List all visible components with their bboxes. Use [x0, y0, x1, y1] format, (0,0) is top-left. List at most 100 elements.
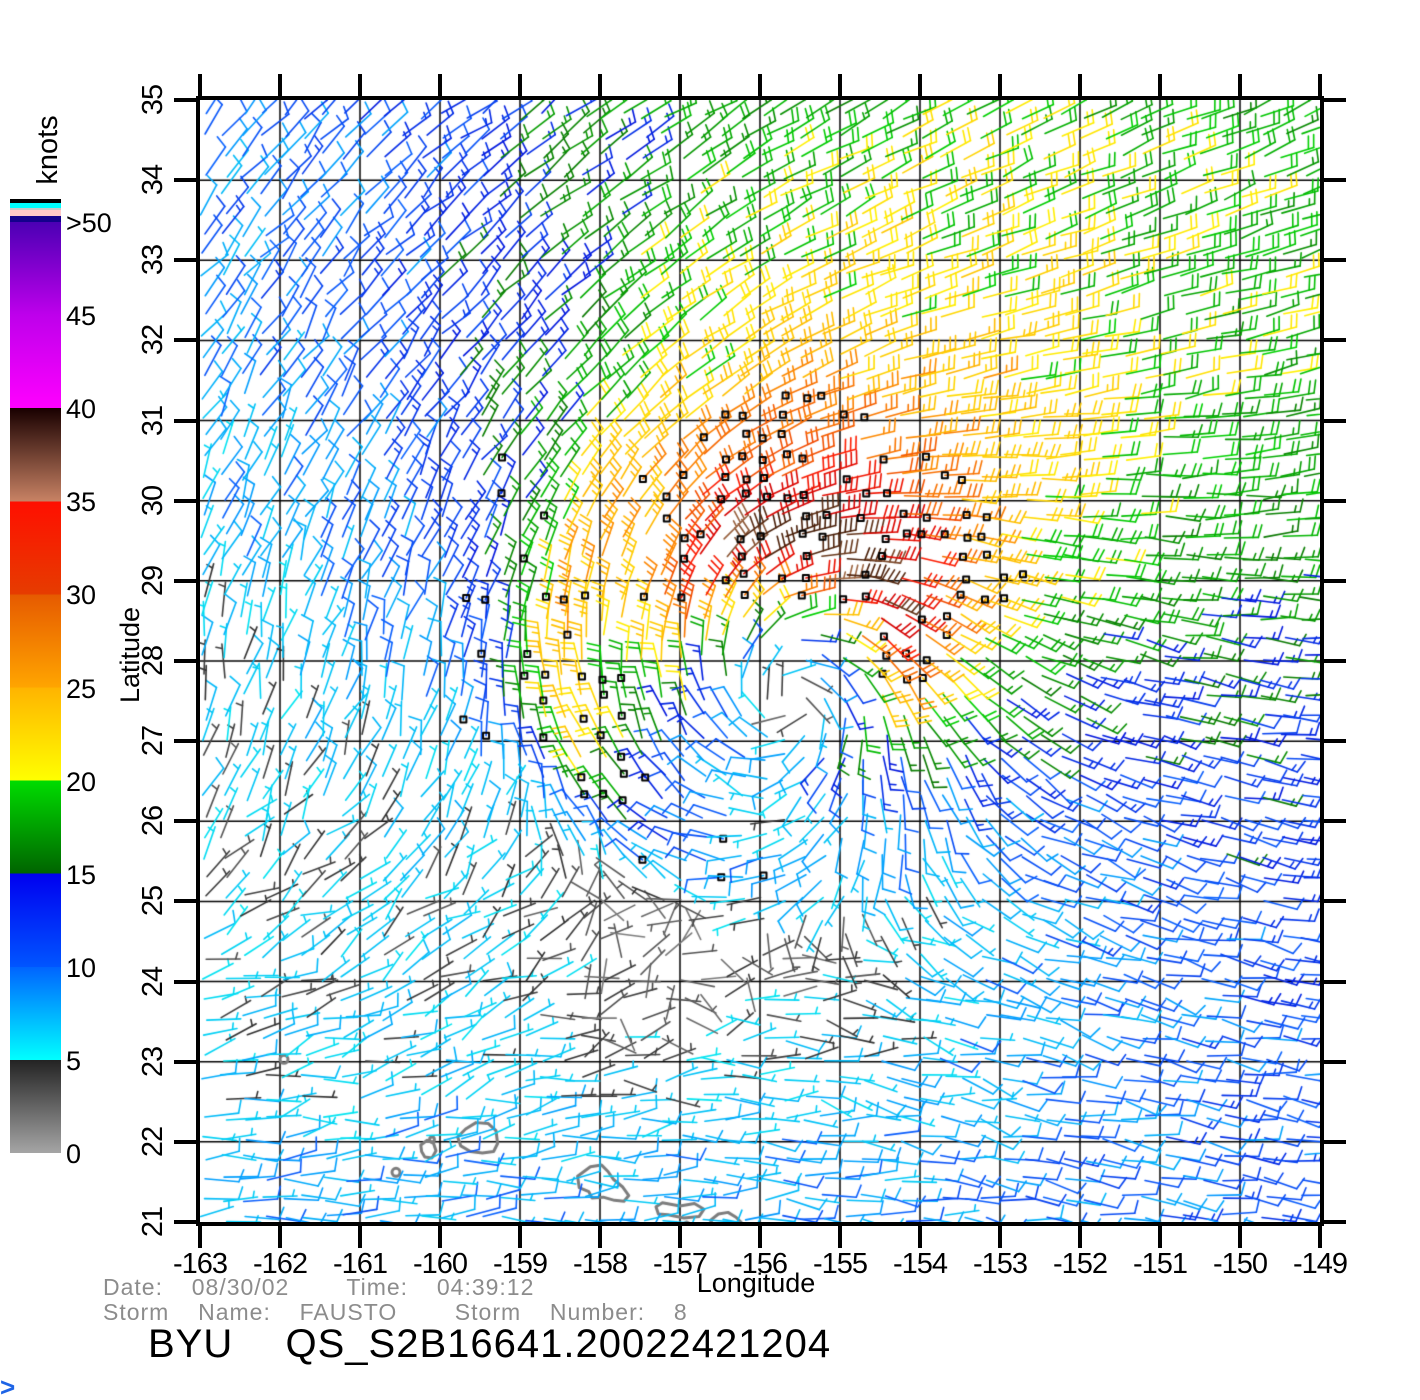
y-tick-label: 33	[136, 245, 169, 276]
colorbar-tick-label: 25	[66, 673, 97, 704]
x-tick	[1238, 1226, 1242, 1248]
x-tick-label: -154	[892, 1248, 948, 1280]
colorbar-tick-label: 10	[66, 952, 97, 983]
y-tick	[1324, 659, 1346, 663]
y-tick	[174, 338, 196, 343]
colorbar-stripe	[10, 208, 61, 210]
y-tick	[1324, 578, 1346, 583]
y-tick	[1324, 418, 1346, 423]
x-tick	[518, 1226, 522, 1248]
plot-title: BYU QS_S2B16641.20022421204	[148, 1322, 832, 1366]
colorbar-tick-label: 35	[66, 487, 97, 518]
y-tick-label: 21	[136, 1206, 169, 1238]
y-tick	[1324, 98, 1346, 102]
y-tick	[174, 578, 196, 583]
x-tick-label: -163	[172, 1248, 228, 1280]
x-tick	[278, 74, 282, 96]
colorbar-stripe	[10, 203, 61, 208]
x-tick	[678, 74, 682, 96]
x-tick-label: -150	[1212, 1248, 1268, 1280]
x-tick	[198, 1226, 202, 1248]
y-tick	[1324, 979, 1346, 984]
y-tick	[1324, 498, 1346, 503]
plot-area	[196, 96, 1324, 1226]
colorbar-tick-label: 30	[66, 580, 97, 611]
colorbar-tick-label: 45	[66, 301, 97, 332]
storm-name-line: Storm Name: FAUSTO Storm Number: 8	[103, 1299, 688, 1325]
y-tick	[1324, 1059, 1346, 1064]
x-tick-label: -159	[492, 1248, 548, 1280]
y-tick-label: 26	[136, 806, 169, 837]
date-time-line: Date: 08/30/02 Time: 04:39:12	[103, 1274, 535, 1300]
y-tick	[174, 258, 196, 263]
x-axis-title: Longitude	[696, 1268, 816, 1298]
y-tick	[1324, 1139, 1346, 1144]
x-tick-label: -162	[252, 1248, 308, 1280]
x-tick-label: -149	[1292, 1248, 1348, 1280]
y-tick	[174, 418, 196, 423]
y-tick-label: 31	[136, 405, 169, 436]
colorbar-tick-label: 5	[66, 1045, 82, 1076]
colorbar-tick-label: >50	[66, 208, 112, 238]
x-tick	[278, 1226, 282, 1248]
x-tick-label: -157	[652, 1248, 708, 1280]
x-tick	[1078, 1226, 1082, 1248]
x-tick-label: -155	[812, 1248, 868, 1280]
y-tick	[174, 979, 196, 984]
colorbar-top-stripes	[10, 199, 61, 222]
x-tick-label: -152	[1052, 1248, 1108, 1280]
y-tick-label: 32	[136, 325, 169, 356]
x-tick	[998, 1226, 1002, 1248]
x-tick	[598, 1226, 602, 1248]
y-tick	[174, 1139, 196, 1144]
x-tick	[918, 74, 922, 96]
y-tick	[174, 98, 196, 102]
y-tick	[174, 899, 196, 904]
x-tick	[1158, 74, 1162, 96]
y-tick	[174, 1220, 196, 1224]
y-tick-label: 30	[136, 485, 169, 516]
y-tick-label: 23	[136, 1046, 169, 1077]
y-tick-label: 34	[136, 165, 169, 196]
x-tick	[758, 1226, 762, 1248]
y-tick-label: 35	[136, 84, 169, 116]
x-tick	[1158, 1226, 1162, 1248]
colorbar-title: knots	[31, 115, 64, 185]
y-tick	[174, 739, 196, 744]
colorbar-stripe	[10, 216, 61, 222]
x-tick-label: -151	[1132, 1248, 1188, 1280]
y-tick	[1324, 1220, 1346, 1224]
y-tick	[174, 659, 196, 663]
x-tick	[438, 1226, 442, 1248]
y-tick	[174, 178, 196, 183]
x-tick	[198, 74, 202, 96]
y-tick	[1324, 258, 1346, 263]
y-tick-label: 22	[136, 1126, 169, 1157]
colorbar-stripe	[10, 210, 61, 216]
colorbar-tick-label: 0	[66, 1139, 82, 1169]
x-tick-label: -156	[732, 1248, 788, 1280]
x-tick-label: -161	[332, 1248, 388, 1280]
y-tick	[1324, 178, 1346, 183]
y-axis-title: Latitude	[114, 606, 145, 704]
colorbar-tick-label: 20	[66, 766, 97, 797]
x-tick	[1238, 74, 1242, 96]
x-tick-label: -153	[972, 1248, 1028, 1280]
y-tick	[1324, 338, 1346, 343]
y-tick	[174, 819, 196, 824]
y-tick	[1324, 819, 1346, 824]
x-tick	[358, 74, 362, 96]
x-tick	[838, 1226, 842, 1248]
y-tick	[174, 498, 196, 503]
x-tick-label: -160	[412, 1248, 468, 1280]
colorbar-tick-label: 15	[66, 859, 97, 890]
colorbar-gradient	[10, 222, 61, 1153]
x-tick	[1318, 1226, 1322, 1248]
colorbar-stripe	[10, 199, 61, 203]
x-tick	[678, 1226, 682, 1248]
x-tick	[358, 1226, 362, 1248]
y-tick	[174, 1059, 196, 1064]
x-tick	[998, 74, 1002, 96]
y-tick-label: 24	[136, 966, 169, 997]
